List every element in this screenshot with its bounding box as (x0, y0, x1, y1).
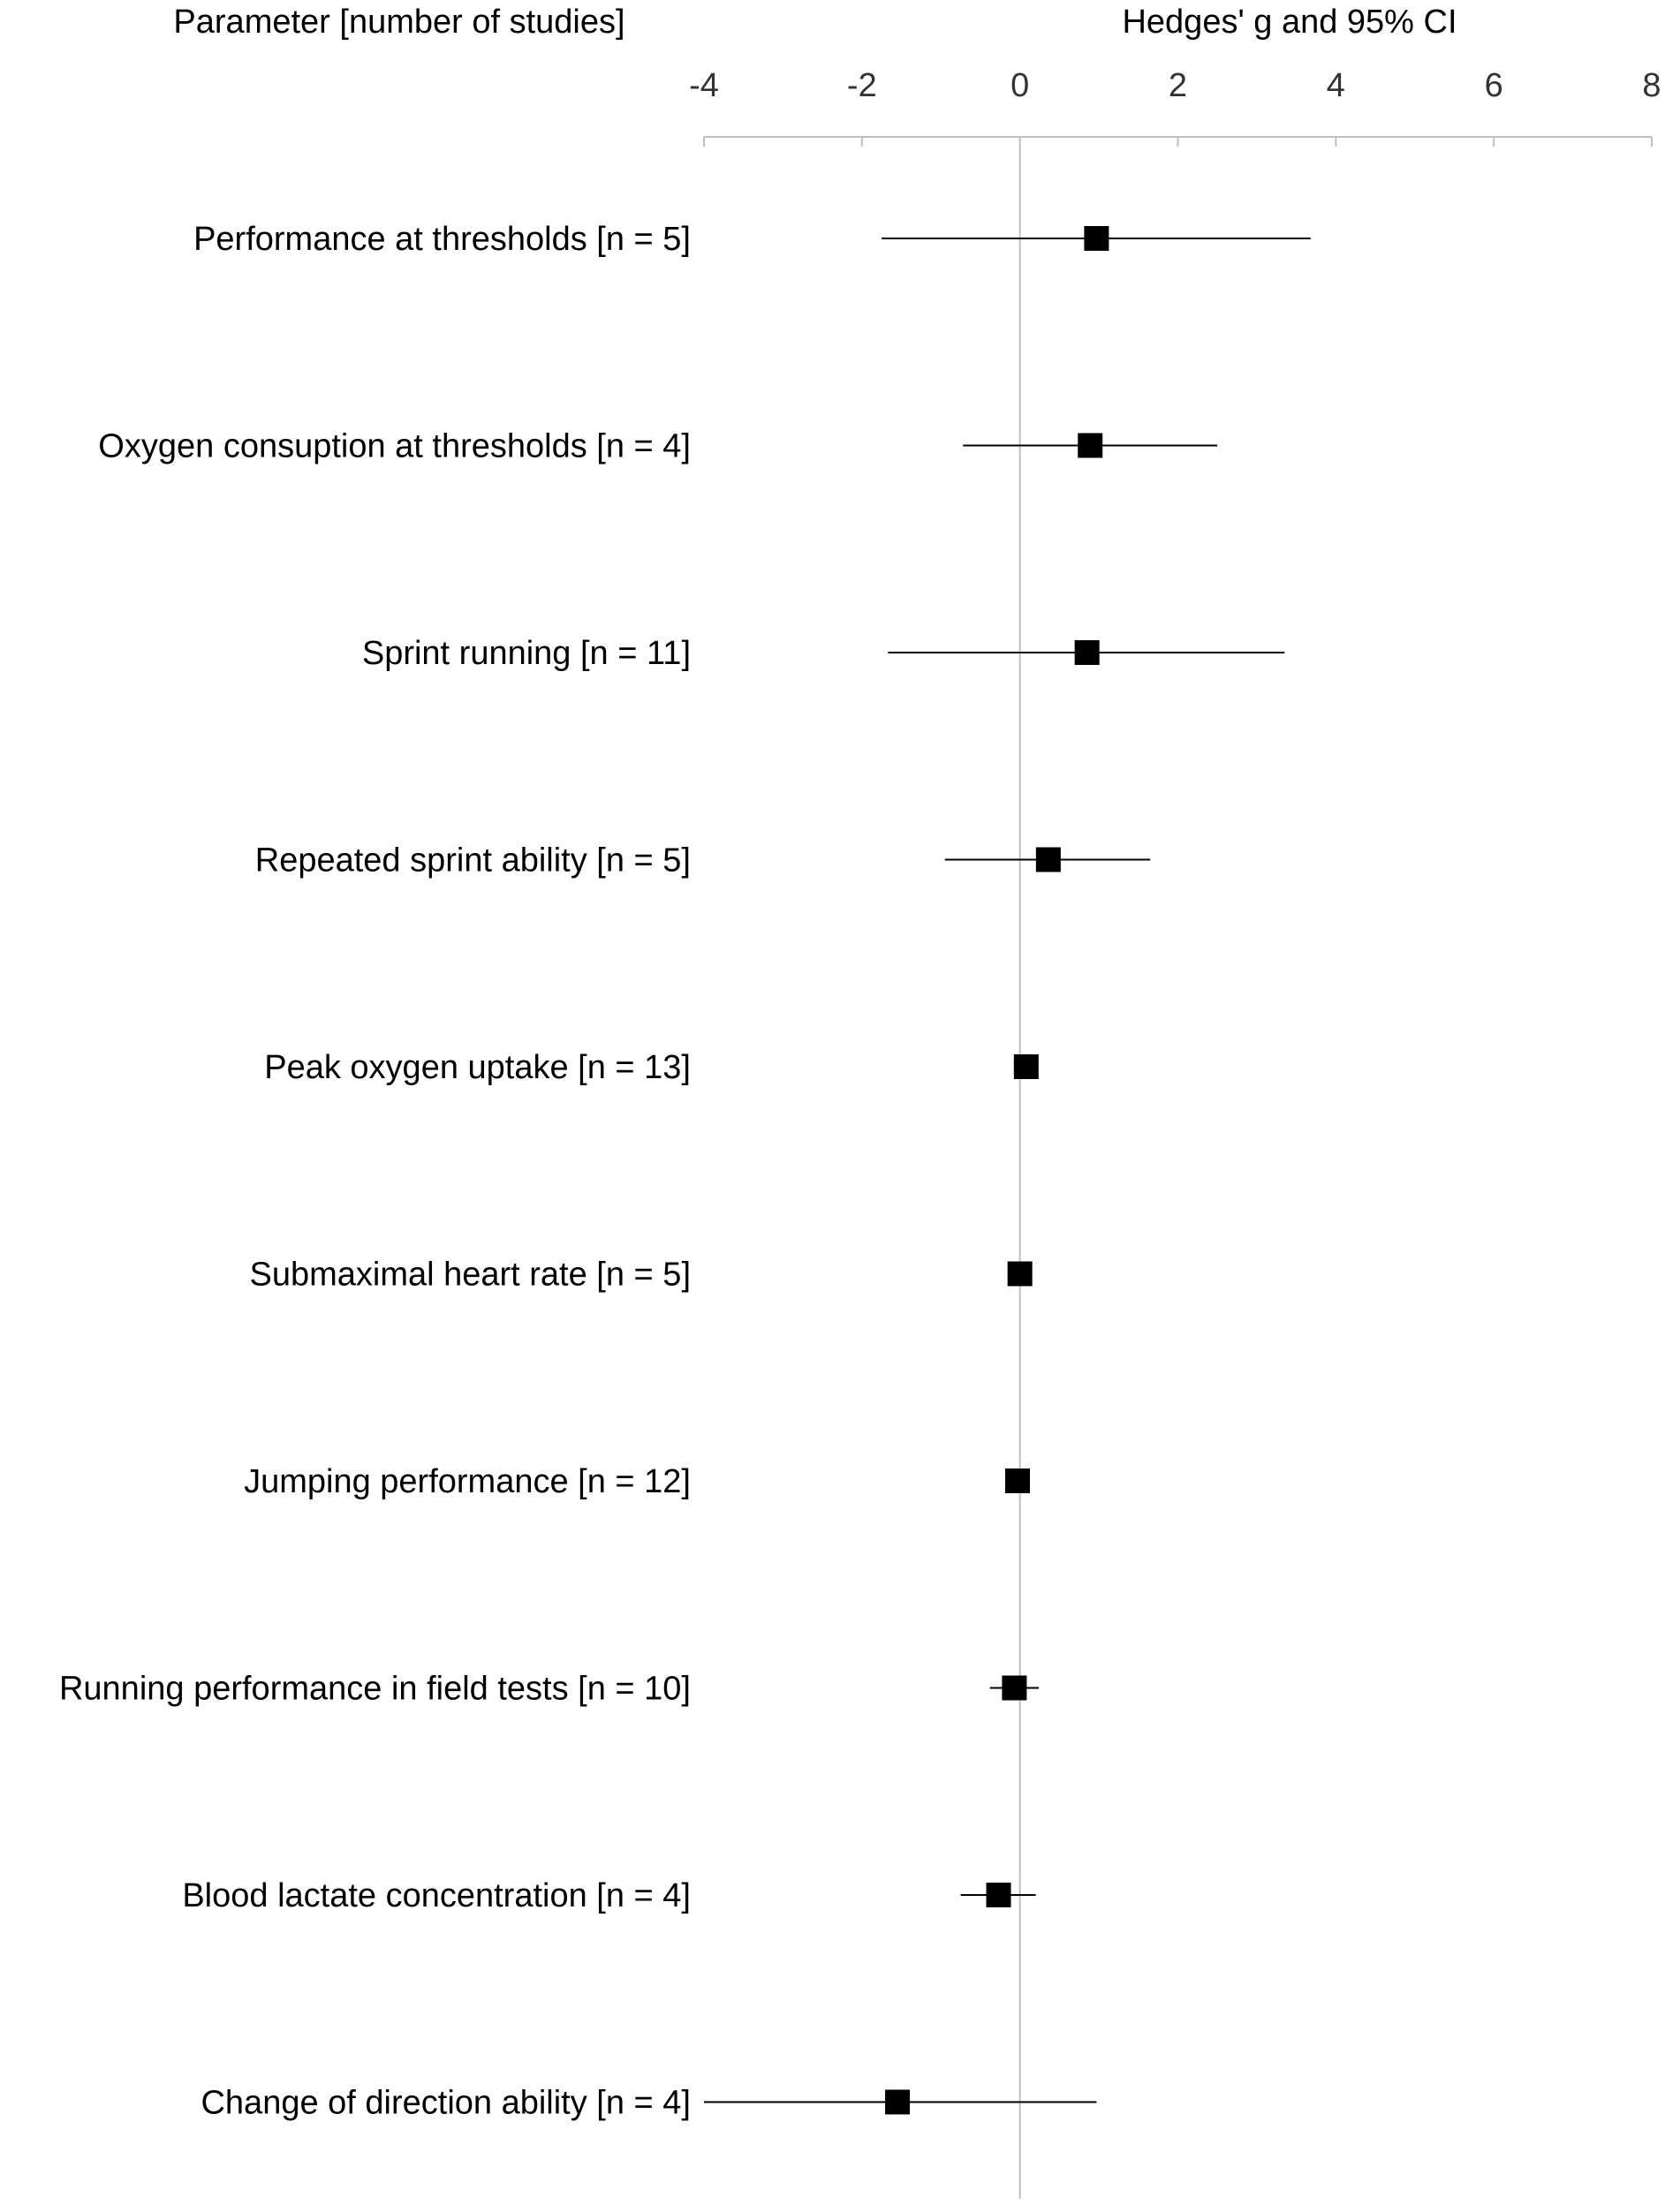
x-tick-label: -2 (847, 67, 877, 104)
forest-row: Repeated sprint ability [n = 5] (255, 842, 1151, 880)
x-tick-label: 8 (1642, 67, 1661, 104)
forest-row: Running performance in field tests [n = … (59, 1671, 1040, 1708)
forest-rows: Performance at thresholds [n = 5] Oxygen … (59, 221, 1311, 2122)
row-label: Change of direction ability [n = 4] (201, 2085, 691, 2122)
right-column-header: Hedges' g and 95% CI (1122, 4, 1457, 41)
forest-row: Sprint running [n = 11] (362, 635, 1285, 672)
effect-size-marker (986, 1883, 1011, 1907)
row-label: Sprint running [n = 11] (362, 635, 691, 672)
forest-row: Blood lactate concentration [n = 4] (182, 1877, 1036, 1914)
forest-row: Submaximal heart rate [n = 5] (249, 1257, 1033, 1294)
x-tick-label: -4 (689, 67, 719, 104)
x-tick-label: 2 (1169, 67, 1187, 104)
effect-size-marker (1004, 1468, 1030, 1493)
forest-row: Jumping performance [n = 12] (244, 1463, 1030, 1500)
row-label: Repeated sprint ability [n = 5] (255, 842, 691, 880)
row-label: Peak oxygen uptake [n = 13] (264, 1049, 691, 1086)
forest-row: Peak oxygen uptake [n = 13] (264, 1049, 1039, 1086)
effect-size-marker (1007, 1261, 1033, 1287)
effect-size-marker (885, 2089, 911, 2115)
row-label: Submaximal heart rate [n = 5] (249, 1257, 691, 1294)
forest-row: Oxygen consuption at thresholds [n = 4] (98, 428, 1218, 465)
row-label: Jumping performance [n = 12] (244, 1463, 691, 1500)
effect-size-marker (1078, 433, 1103, 458)
effect-size-marker (1084, 226, 1109, 251)
effect-size-marker (1035, 847, 1061, 872)
effect-size-marker (1074, 640, 1100, 665)
x-axis: -4 -2 0 2 4 6 8 (689, 67, 1661, 2199)
forest-row: Performance at thresholds [n = 5] (193, 221, 1311, 258)
forest-row: Change of direction ability [n = 4] (201, 2085, 1097, 2122)
x-tick-label: 0 (1010, 67, 1029, 104)
effect-size-marker (1002, 1675, 1027, 1701)
x-tick-label: 6 (1485, 67, 1503, 104)
row-label: Blood lactate concentration [n = 4] (182, 1877, 691, 1914)
effect-size-marker (1013, 1054, 1039, 1079)
row-label: Performance at thresholds [n = 5] (193, 221, 691, 258)
row-label: Running performance in field tests [n = … (59, 1671, 691, 1708)
left-column-header: Parameter [number of studies] (173, 4, 624, 41)
row-label: Oxygen consuption at thresholds [n = 4] (98, 428, 691, 465)
x-tick-label: 4 (1327, 67, 1345, 104)
